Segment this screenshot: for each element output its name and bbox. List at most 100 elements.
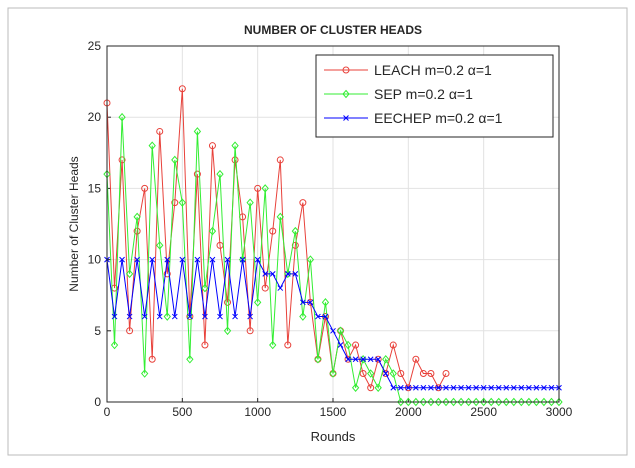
- marker: [495, 384, 502, 391]
- marker: [464, 397, 473, 407]
- marker: [291, 226, 299, 236]
- marker: [224, 256, 231, 263]
- marker: [246, 198, 254, 207]
- marker: [187, 313, 193, 320]
- marker: [201, 341, 209, 349]
- marker: [420, 384, 427, 391]
- marker: [412, 397, 420, 407]
- marker: [532, 397, 541, 407]
- x-tick-label: 1500: [320, 405, 347, 419]
- marker: [330, 327, 336, 334]
- marker: [458, 384, 464, 391]
- marker: [442, 397, 450, 407]
- marker: [149, 256, 156, 263]
- marker: [141, 184, 149, 192]
- marker: [179, 256, 186, 263]
- marker: [223, 326, 232, 336]
- marker: [427, 370, 435, 378]
- marker: [374, 383, 382, 393]
- marker: [322, 313, 329, 320]
- marker: [247, 313, 253, 320]
- axes-box: [106, 45, 560, 403]
- marker: [261, 284, 269, 292]
- marker: [193, 127, 202, 136]
- marker: [329, 369, 337, 378]
- marker: [254, 298, 262, 307]
- marker: [526, 384, 532, 391]
- marker: [359, 355, 367, 364]
- y-tick-label: 10: [88, 253, 102, 267]
- marker: [488, 384, 495, 391]
- marker: [336, 326, 345, 336]
- marker: [254, 184, 262, 192]
- marker: [276, 156, 284, 164]
- marker: [502, 397, 510, 407]
- x-tick-label: 2000: [395, 405, 422, 419]
- marker: [201, 283, 209, 293]
- x-tick-label: 2500: [470, 405, 497, 419]
- marker: [434, 397, 443, 407]
- marker: [397, 384, 404, 391]
- marker: [404, 397, 412, 407]
- series-line: [106, 88, 447, 390]
- marker: [134, 256, 140, 263]
- marker: [202, 313, 208, 320]
- marker: [171, 313, 178, 320]
- marker: [427, 397, 435, 407]
- marker: [307, 299, 314, 306]
- marker: [473, 384, 479, 391]
- marker: [217, 313, 223, 320]
- marker: [367, 356, 374, 363]
- marker: [156, 127, 164, 135]
- marker: [343, 115, 349, 121]
- marker: [367, 384, 375, 392]
- marker: [231, 141, 239, 150]
- marker: [254, 256, 261, 263]
- legend: LEACH m=0.2 α=1 SEP m=0.2 α=1 EECHEP m=0.2…: [315, 54, 554, 138]
- marker: [442, 370, 450, 378]
- marker: [367, 369, 375, 378]
- y-tick-label: 5: [94, 324, 101, 338]
- marker: [178, 85, 186, 93]
- marker: [118, 156, 126, 164]
- marker: [299, 199, 307, 207]
- marker: [126, 313, 133, 320]
- marker: [443, 384, 449, 391]
- marker: [148, 355, 156, 363]
- y-tick-label: 25: [88, 39, 102, 53]
- marker: [284, 270, 291, 277]
- marker: [163, 270, 171, 278]
- marker: [480, 384, 487, 391]
- marker: [435, 384, 442, 391]
- marker: [389, 369, 397, 378]
- marker: [269, 227, 277, 235]
- marker: [382, 355, 390, 364]
- marker: [375, 356, 382, 363]
- marker: [208, 226, 217, 236]
- marker: [389, 341, 397, 349]
- marker: [472, 397, 480, 407]
- marker: [487, 397, 495, 407]
- marker: [397, 397, 405, 407]
- marker: [299, 312, 307, 321]
- marker: [208, 142, 216, 150]
- marker: [239, 256, 246, 263]
- marker: [382, 370, 389, 377]
- marker: [276, 212, 284, 222]
- marker: [262, 270, 269, 277]
- marker: [465, 384, 472, 391]
- marker: [541, 384, 547, 391]
- marker: [300, 299, 306, 306]
- marker: [457, 397, 465, 407]
- marker: [337, 342, 344, 348]
- marker: [224, 298, 232, 306]
- marker: [118, 112, 126, 122]
- marker: [209, 256, 216, 263]
- marker: [428, 384, 434, 391]
- marker: [306, 255, 315, 264]
- x-tick-label: 3000: [546, 405, 573, 419]
- marker: [412, 355, 420, 363]
- marker: [495, 397, 503, 407]
- y-axis-label: Number of Cluster Heads: [67, 156, 81, 291]
- marker: [547, 397, 556, 407]
